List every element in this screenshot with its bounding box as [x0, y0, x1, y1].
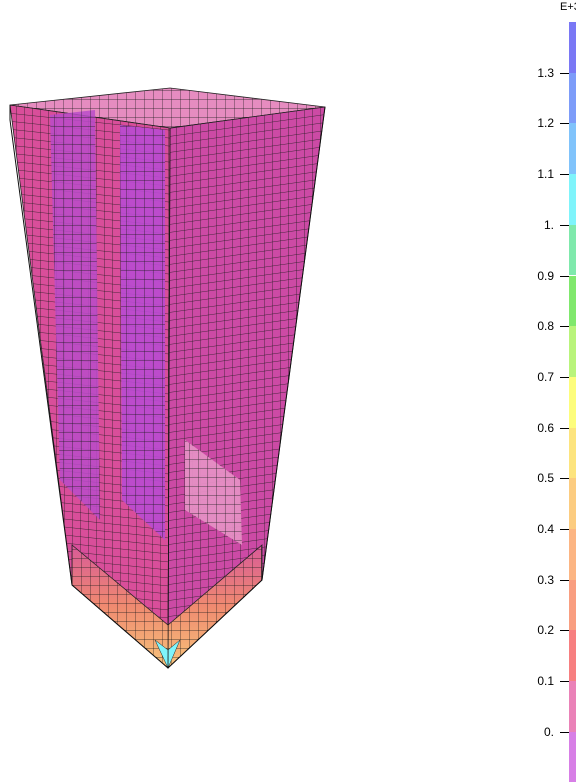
legend-color-band: [569, 731, 576, 782]
legend-tick-label: 1.1: [537, 167, 554, 182]
legend-color-band: [569, 427, 576, 479]
legend-tick-mark: [560, 630, 569, 632]
legend-color-band: [569, 681, 576, 732]
legend-color-band: [569, 326, 576, 377]
legend-tick-label: 0.: [543, 724, 554, 739]
color-legend: E+3 1.3 1.2 1.1 1. 0.9 0.8 0.7 0.6 0.5 0.4 0.3 0.2 0…: [500, 0, 576, 782]
legend-exponent-label: E+3: [560, 1, 576, 13]
legend-tick-label: 0.9: [537, 268, 554, 283]
legend-tick-label: 1.3: [537, 65, 554, 80]
legend-color-band: [569, 174, 576, 225]
legend-tick-label: 0.7: [537, 369, 554, 384]
legend-color-band: [569, 529, 576, 580]
legend-tick-mark: [560, 123, 569, 125]
legend-tick-mark: [560, 529, 569, 530]
legend-tick-mark: [560, 174, 569, 176]
legend-color-band: [569, 275, 576, 327]
legend-tick-mark: [560, 427, 569, 429]
legend-color-band: [569, 376, 576, 428]
legend-tick-label: 0.8: [537, 319, 554, 334]
legend-tick-mark: [560, 72, 569, 74]
legend-tick-mark: [560, 326, 569, 328]
legend-tick-mark: [560, 376, 569, 378]
legend-color-band: [569, 224, 576, 276]
legend-tick-label: 1.: [543, 217, 554, 232]
legend-color-band: [569, 579, 576, 631]
legend-tick-mark: [560, 275, 569, 277]
legend-color-band: [569, 478, 576, 529]
legend-tick-mark: [560, 224, 569, 226]
legend-tick-mark: [560, 579, 569, 581]
tower-inner-walls: [50, 110, 242, 545]
legend-tick-mark: [560, 731, 569, 733]
legend-color-band: [569, 123, 576, 175]
legend-tick-label: 0.3: [537, 572, 554, 587]
legend-color-band: [569, 630, 576, 682]
legend-color-band: [569, 22, 576, 73]
legend-tick-label: 0.1: [537, 674, 554, 689]
legend-tick-label: 0.2: [537, 623, 554, 638]
legend-tick-label: 0.6: [537, 420, 554, 435]
legend-color-band: [569, 72, 576, 124]
legend-tick-label: 0.4: [537, 522, 554, 536]
legend-tick-mark: [560, 478, 569, 480]
legend-tick-label: 0.5: [537, 471, 554, 486]
legend-tick-mark: [560, 681, 569, 683]
legend-tick-label: 1.2: [537, 116, 554, 131]
